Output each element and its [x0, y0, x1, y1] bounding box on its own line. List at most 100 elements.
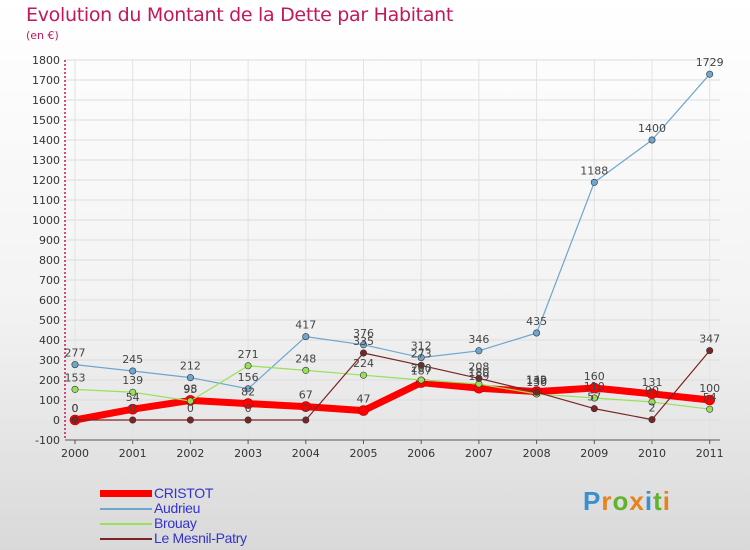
logo-letter: P	[583, 486, 602, 516]
data-label: 347	[699, 333, 720, 346]
logo-letter: r	[601, 486, 613, 516]
data-label: 0	[302, 402, 309, 415]
data-label: 0	[72, 402, 79, 415]
x-tick-label: 2007	[465, 447, 493, 460]
data-label: 1400	[638, 122, 666, 135]
data-label: 90	[645, 384, 659, 397]
data-point	[71, 416, 79, 424]
y-tick-label: 1200	[32, 174, 60, 187]
data-label: 98	[183, 382, 197, 395]
y-tick-label: 900	[39, 234, 60, 247]
data-point	[706, 347, 714, 355]
data-label: 277	[65, 347, 86, 360]
logo-letter: i	[644, 486, 654, 516]
data-point	[417, 354, 425, 362]
data-label: 153	[65, 371, 86, 384]
series-line	[74, 350, 711, 421]
legend-swatch	[100, 523, 152, 525]
data-label: 0	[187, 402, 194, 415]
data-point	[588, 382, 600, 394]
y-tick-label: 1600	[32, 94, 60, 107]
data-point	[417, 361, 425, 369]
data-label: 273	[411, 347, 432, 360]
page-subtitle: (en €)	[26, 29, 59, 42]
data-point	[358, 405, 369, 416]
data-label: 376	[353, 327, 374, 340]
data-label: 271	[238, 348, 259, 361]
logo-letter: x	[629, 486, 645, 516]
y-tick-label: 800	[39, 254, 60, 267]
data-label: 212	[180, 360, 201, 373]
data-point	[704, 394, 716, 406]
series-line	[71, 379, 714, 424]
data-label: 0	[129, 402, 136, 415]
legend-label: Brouay	[154, 515, 197, 531]
series-line	[74, 365, 711, 410]
data-point	[475, 374, 483, 382]
data-point	[417, 376, 425, 384]
data-point	[242, 398, 254, 409]
data-label: 139	[122, 374, 143, 387]
data-label: 54	[703, 391, 717, 404]
y-tick-label: 1800	[32, 54, 60, 67]
y-tick-label: 1300	[32, 154, 60, 167]
x-tick-label: 2000	[61, 447, 89, 460]
data-label: 100	[699, 382, 720, 395]
data-label: 160	[584, 370, 605, 383]
data-point	[648, 136, 656, 144]
data-point	[186, 374, 194, 382]
data-label: 0	[245, 402, 252, 415]
logo-letter: t	[653, 486, 663, 516]
data-label: 1729	[696, 56, 724, 69]
data-label: 47	[357, 393, 371, 406]
data-label: 417	[295, 319, 316, 332]
data-point	[706, 405, 714, 413]
data-point	[706, 70, 714, 78]
data-point	[590, 178, 598, 186]
proxiti-logo: Proxiti	[583, 486, 671, 517]
data-label: 208	[468, 360, 489, 373]
x-tick-label: 2004	[292, 447, 320, 460]
data-label: 156	[238, 371, 259, 384]
data-label: 95	[183, 383, 197, 396]
data-point	[302, 366, 310, 374]
data-point	[648, 398, 656, 406]
y-tick-label: 1700	[32, 74, 60, 87]
data-point	[71, 385, 79, 393]
data-label: 139	[526, 374, 547, 387]
x-tick-label: 2001	[119, 447, 147, 460]
data-label: 312	[411, 340, 432, 353]
y-tick-label: 100	[39, 394, 60, 407]
data-label: 2	[649, 402, 656, 415]
data-point	[129, 367, 137, 375]
legend-swatch	[100, 490, 152, 497]
data-label: 82	[241, 386, 255, 399]
data-label: 67	[299, 389, 313, 402]
data-point	[533, 388, 541, 396]
data-label: 1188	[580, 164, 608, 177]
data-point	[186, 397, 194, 405]
x-tick-label: 2002	[176, 447, 204, 460]
x-tick-label: 2011	[696, 447, 724, 460]
data-label: 346	[468, 333, 489, 346]
data-point	[590, 394, 598, 402]
data-label: 335	[353, 335, 374, 348]
data-point	[300, 401, 312, 412]
data-point	[129, 416, 137, 424]
data-label: 0	[72, 402, 79, 415]
logo-letter: i	[662, 486, 671, 516]
data-label: 130	[526, 376, 547, 389]
data-point	[590, 405, 598, 413]
data-label: 200	[411, 362, 432, 375]
data-point	[244, 385, 252, 393]
y-tick-label: 200	[39, 374, 60, 387]
x-tick-label: 2003	[234, 447, 262, 460]
y-tick-label: 1000	[32, 214, 60, 227]
data-label: 248	[295, 352, 316, 365]
data-point	[244, 362, 252, 370]
data-point	[129, 388, 137, 396]
legend-swatch	[100, 508, 152, 510]
y-tick-label: 400	[39, 334, 60, 347]
data-label: 435	[526, 315, 547, 328]
